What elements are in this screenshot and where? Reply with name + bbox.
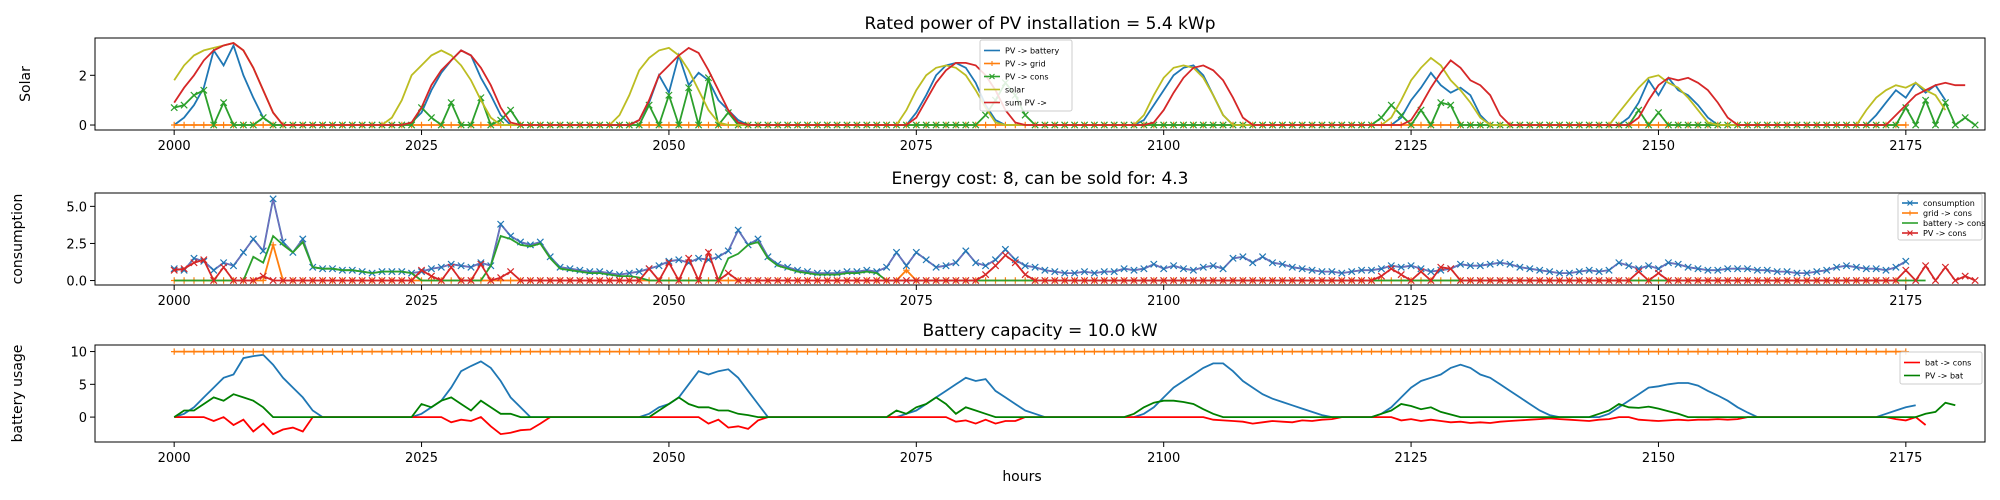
axes-frame — [94, 192, 1986, 286]
x-tick-label: 2050 — [652, 294, 685, 309]
x-tick-label: 2150 — [1642, 139, 1675, 154]
plot-area — [170, 42, 1979, 129]
y-tick-label: 5 — [79, 378, 87, 393]
axes-frame — [94, 344, 1986, 443]
legend-label: PV -> cons — [1923, 229, 1967, 238]
series-line — [174, 234, 1926, 282]
battery-panel: Battery capacity = 10.0 kW battery usage 2… — [10, 321, 1986, 466]
series-markers — [171, 348, 1909, 355]
x-tick-label: 2025 — [405, 294, 438, 309]
x-tick-label: 2125 — [1395, 451, 1428, 466]
plot-area — [170, 195, 1979, 285]
x-tick-label: 2025 — [405, 451, 438, 466]
y-tick-label: 10 — [70, 346, 87, 361]
y-tick-label: 2 — [79, 69, 87, 84]
x-tick-label: 2025 — [405, 139, 438, 154]
series-markers — [170, 74, 1979, 129]
x-tick-label: 2100 — [1147, 139, 1180, 154]
series-markers — [170, 248, 1979, 285]
x-tick-label: 2150 — [1642, 451, 1675, 466]
legend-label: battery -> cons — [1923, 219, 1985, 228]
x-tick-label: 2075 — [900, 451, 933, 466]
x-tick-label: 2075 — [900, 139, 933, 154]
x-tick-label: 2000 — [158, 139, 191, 154]
series-markers — [171, 241, 1909, 284]
axes-frame — [94, 37, 1986, 131]
y-tick-label: 0 — [79, 119, 87, 134]
x-tick-label: 2175 — [1889, 451, 1922, 466]
legend-label: grid -> cons — [1923, 209, 1972, 218]
legend: PV -> battery PV -> grid PV -> cons solar su… — [979, 39, 1073, 112]
series-line — [173, 393, 1956, 418]
series-line — [174, 416, 1927, 436]
legend-label: solar — [1005, 86, 1025, 95]
x-tick-label: 2150 — [1642, 294, 1675, 309]
x-tick-label: 2000 — [158, 451, 191, 466]
solar-panel: Rated power of PV installation = 5.4 kWp… — [18, 14, 1986, 154]
legend-label: consumption — [1923, 199, 1975, 208]
y-tick-label: 5.0 — [66, 200, 87, 215]
series-line — [173, 42, 1966, 126]
legend-label: PV -> battery — [1005, 47, 1059, 56]
y-tick-label: 2.5 — [66, 237, 87, 252]
x-tick-label: 2000 — [158, 294, 191, 309]
panel-title: Battery capacity = 10.0 kW — [922, 321, 1157, 341]
panel-title: Energy cost: 8, can be sold for: 4.3 — [892, 169, 1189, 189]
x-tick-label: 2100 — [1147, 294, 1180, 309]
y-axis-label: Solar — [18, 66, 34, 102]
legend-label: sum PV -> — [1005, 99, 1047, 108]
x-tick-label: 2050 — [652, 451, 685, 466]
y-axis-label: battery usage — [10, 345, 26, 443]
x-tick-label: 2100 — [1147, 451, 1180, 466]
y-axis-label: consumption — [10, 194, 26, 285]
y-tick-label: 0.0 — [66, 275, 87, 290]
x-tick-label: 2125 — [1395, 139, 1428, 154]
x-tick-label: 2175 — [1889, 139, 1922, 154]
legend: bat -> cons PV -> bat — [1899, 351, 1983, 385]
series-markers — [170, 195, 1910, 279]
x-tick-label: 2075 — [900, 294, 933, 309]
panel-title: Rated power of PV installation = 5.4 kWp — [865, 14, 1216, 34]
x-tick-label: 2175 — [1889, 294, 1922, 309]
legend-label: bat -> cons — [1925, 359, 1971, 368]
y-tick-label: 0 — [79, 411, 87, 426]
plot-area — [171, 348, 1956, 436]
x-tick-label: 2050 — [652, 139, 685, 154]
x-axis-label: hours — [1002, 469, 1041, 485]
x-tick-label: 2125 — [1395, 294, 1428, 309]
consumption-panel: Energy cost: 8, can be sold for: 4.3 cons… — [10, 169, 1986, 309]
legend-label: PV -> bat — [1925, 372, 1963, 381]
legend-label: PV -> cons — [1005, 73, 1049, 82]
legend-label: PV -> grid — [1005, 60, 1046, 69]
